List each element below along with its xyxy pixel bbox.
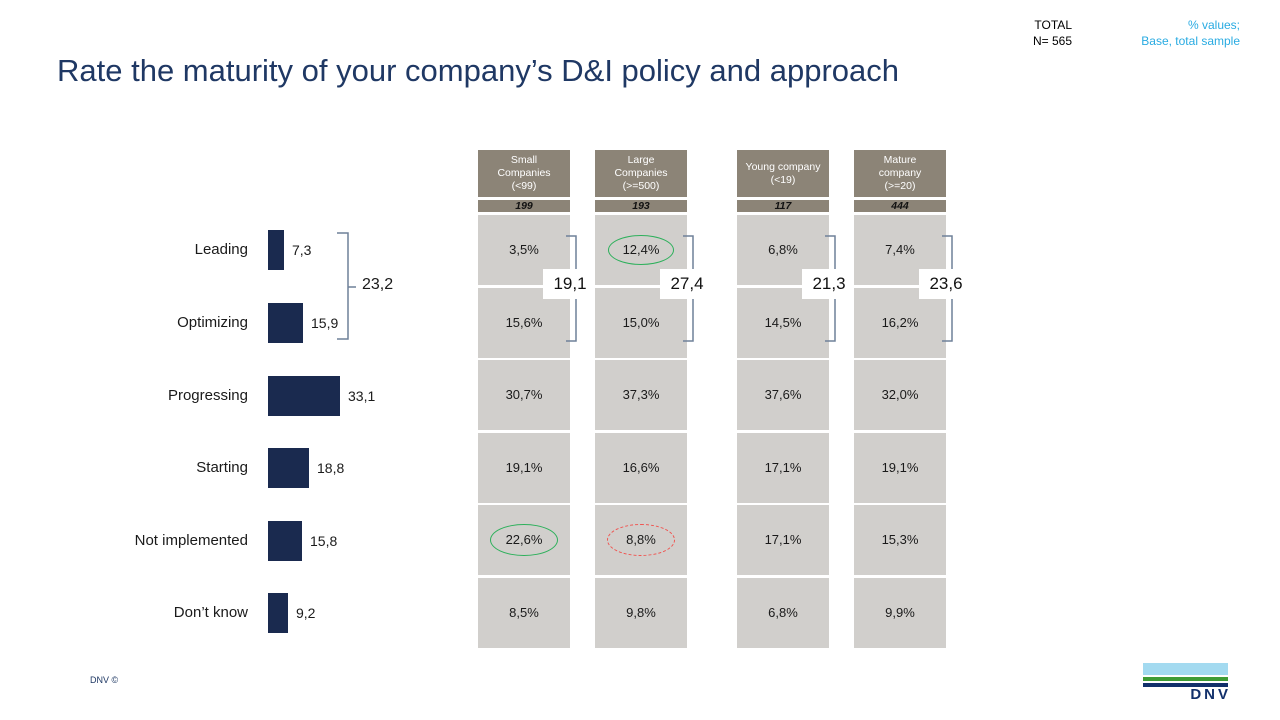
value-cell: 30,7%: [478, 360, 570, 430]
logo-blue-bar: [1143, 682, 1228, 687]
value-cell: 9,8%: [595, 578, 687, 648]
logo-wordmark: DNV: [1190, 685, 1231, 703]
top2-value: 21,3: [802, 269, 856, 299]
footer-copyright: DNV ©: [90, 675, 119, 685]
logo-green-bar: [1143, 676, 1228, 681]
group-header-line: Companies: [497, 167, 551, 179]
note-line-2: Base, total sample: [1141, 34, 1240, 48]
top2-value: 19,1: [543, 269, 597, 299]
total-bar: [268, 593, 288, 633]
value-cell: 22,6%: [478, 505, 570, 575]
dnv-logo: DNV: [1143, 663, 1228, 702]
base-count: 193: [595, 200, 687, 212]
group-header-line: (<19): [770, 173, 796, 186]
note-line-1: % values;: [1187, 18, 1240, 32]
value-cell: 17,1%: [737, 505, 829, 575]
bar-value: 15,9: [311, 315, 339, 331]
group-header: Mature company (>=20): [854, 150, 946, 197]
group-header-line: Large: [627, 154, 655, 166]
base-count: 199: [478, 200, 570, 212]
group-header: Young company (<19): [737, 150, 829, 197]
value-cell: 6,8%: [737, 578, 829, 648]
total-bar: [268, 230, 284, 270]
group-header: Small Companies (<99): [478, 150, 570, 197]
top2-brace: [337, 232, 356, 340]
value-cell: 37,6%: [737, 360, 829, 430]
highlight-oval-green: [490, 524, 558, 556]
bar-value: 33,1: [348, 388, 376, 404]
group-header-line: Young company: [745, 160, 821, 173]
group-header-line: Companies: [614, 167, 668, 179]
value-cell: 8,5%: [478, 578, 570, 648]
bar-value: 7,3: [292, 242, 312, 258]
slide-title: Rate the maturity of your company’s D&I …: [57, 53, 900, 88]
top2-total-value: 23,2: [362, 276, 394, 293]
group-header-line: (>=20): [884, 180, 916, 192]
category-label: Don’t know: [173, 604, 248, 621]
top2-value: 27,4: [660, 269, 714, 299]
value-cell: 16,6%: [595, 433, 687, 503]
bar-value: 18,8: [317, 460, 345, 476]
base-count: 444: [854, 200, 946, 212]
value-cell: 15,0%: [595, 288, 687, 358]
chart-row-starting: Starting 18,8: [60, 432, 420, 504]
value-cell: 9,9%: [854, 578, 946, 648]
value-cell: 16,2%: [854, 288, 946, 358]
total-label: TOTAL: [1034, 18, 1072, 32]
category-label: Starting: [196, 459, 248, 476]
value-cell: 37,3%: [595, 360, 687, 430]
bar-value: 15,8: [310, 533, 338, 549]
value-cell: 14,5%: [737, 288, 829, 358]
group-column-young-company: Young company (<19) 117 6,8% 14,5% 37,6%…: [737, 150, 856, 648]
total-bar: [268, 521, 302, 561]
group-column-mature-company: Mature company (>=20) 444 7,4% 16,2% 32,…: [854, 150, 973, 648]
total-n: N= 565: [1032, 34, 1072, 48]
total-bar: [268, 303, 303, 343]
chart-row-optimizing: Optimizing 15,9: [60, 287, 420, 359]
category-label: Optimizing: [177, 314, 248, 331]
values-note-block: % values; Base, total sample: [1090, 17, 1240, 49]
value-cell: 19,1%: [478, 433, 570, 503]
value-cell: 15,6%: [478, 288, 570, 358]
total-sample-block: TOTAL N= 565: [980, 17, 1072, 49]
group-header: Large Companies (>=500): [595, 150, 687, 197]
value-cell: 15,3%: [854, 505, 946, 575]
group-header-line: (<99): [511, 180, 537, 192]
group-header-line: company: [878, 167, 922, 179]
group-header-line: (>=500): [622, 180, 660, 192]
chart-row-progressing: Progressing 33,1: [60, 360, 420, 432]
chart-row-dont-know: Don’t know 9,2: [60, 577, 420, 649]
category-label: Leading: [194, 241, 248, 258]
value-cell: 19,1%: [854, 433, 946, 503]
highlight-oval-red: [607, 524, 675, 556]
chart-row-not-implemented: Not implemented 15,8: [60, 505, 420, 577]
group-column-small-companies: Small Companies (<99) 199 3,5% 15,6% 30,…: [478, 150, 597, 648]
category-label: Progressing: [167, 387, 248, 404]
group-column-large-companies: Large Companies (>=500) 193 12,4% 15,0% …: [595, 150, 714, 648]
total-bar: [268, 376, 340, 416]
top2-value: 23,6: [919, 269, 973, 299]
value-cell: 12,4%: [595, 215, 687, 285]
logo-sky-bar: [1143, 663, 1228, 675]
group-header-line: Small: [510, 154, 538, 166]
chart-row-leading: Leading 7,3: [60, 214, 420, 286]
bar-value: 9,2: [296, 605, 316, 621]
category-label: Not implemented: [134, 532, 248, 549]
highlight-oval-green: [608, 235, 674, 265]
group-header-line: Mature: [883, 154, 917, 166]
total-bar: [268, 448, 309, 488]
base-count: 117: [737, 200, 829, 212]
value-cell: 17,1%: [737, 433, 829, 503]
value-cell: 8,8%: [595, 505, 687, 575]
value-cell: 32,0%: [854, 360, 946, 430]
